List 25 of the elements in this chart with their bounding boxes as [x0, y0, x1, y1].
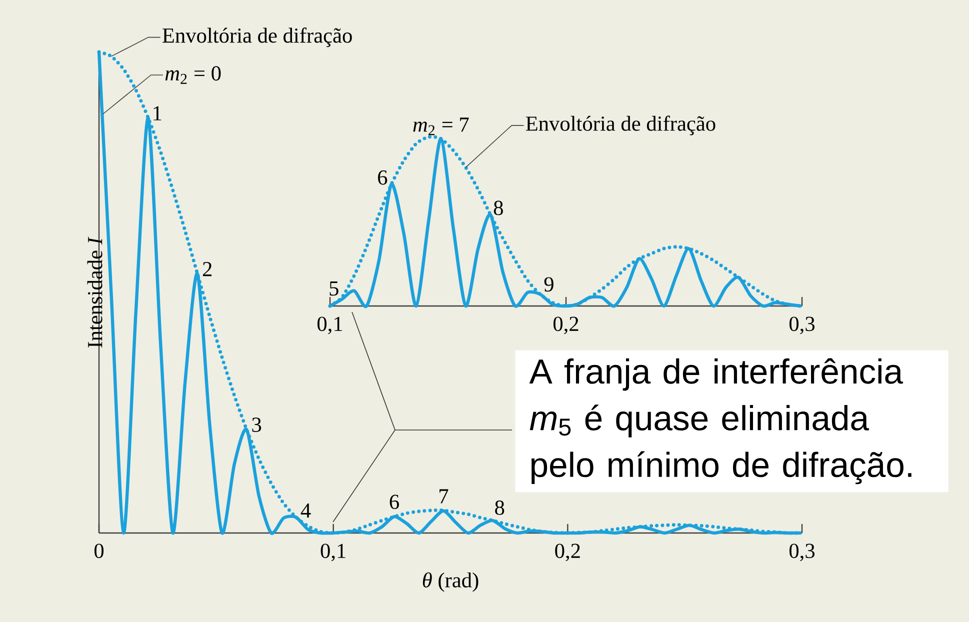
- annotation: Envoltória de difração: [162, 28, 352, 48]
- annotation: 4: [300, 503, 311, 518]
- annotation: 6: [390, 494, 399, 510]
- annotation: 9: [544, 277, 554, 292]
- annotation: Envoltória de difração: [526, 116, 716, 136]
- y-axis-title: Intensidade I: [87, 236, 102, 348]
- x-tick-label: 0,2: [553, 316, 578, 334]
- x-tick-label: 0,1: [320, 544, 346, 562]
- annotation: A franja de interferência m$_{5}$ é quase eliminada pelo mínimo de difração.: [529, 358, 912, 484]
- x-tick-label: 0,3: [789, 316, 815, 334]
- annotation: m$_{2}$ = 7: [413, 118, 469, 136]
- x-axis-title: θ (rad): [422, 572, 478, 592]
- annotation: 7: [440, 489, 448, 504]
- annotation: 8: [495, 500, 504, 515]
- x-tick-label: 0: [94, 544, 104, 558]
- annotation: 5: [330, 281, 338, 296]
- annotation: m$_{2}$ = 0: [165, 66, 221, 84]
- x-tick-label: 0,2: [555, 544, 580, 562]
- annotation: 3: [252, 418, 262, 432]
- annotation: 1: [154, 106, 162, 120]
- annotation: 6: [378, 170, 388, 185]
- annotation: 2: [202, 262, 212, 276]
- x-tick-label: 0,3: [789, 544, 815, 562]
- x-tick-label: 0,1: [317, 316, 342, 334]
- annotation: 8: [494, 200, 503, 216]
